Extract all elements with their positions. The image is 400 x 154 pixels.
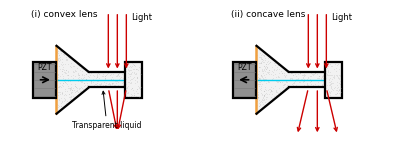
Text: Light: Light bbox=[331, 13, 352, 22]
Polygon shape bbox=[256, 45, 289, 114]
Polygon shape bbox=[234, 62, 256, 98]
Polygon shape bbox=[325, 62, 342, 98]
Text: Transparent liquid: Transparent liquid bbox=[72, 91, 142, 130]
Polygon shape bbox=[89, 72, 125, 87]
Polygon shape bbox=[56, 45, 89, 114]
Text: PZT: PZT bbox=[237, 63, 252, 72]
Polygon shape bbox=[125, 62, 142, 98]
Text: (i) convex lens: (i) convex lens bbox=[31, 10, 98, 19]
Polygon shape bbox=[289, 72, 325, 87]
Text: Light: Light bbox=[131, 13, 152, 22]
Text: PZT: PZT bbox=[37, 63, 52, 72]
Polygon shape bbox=[34, 62, 56, 98]
Text: (ii) concave lens: (ii) concave lens bbox=[231, 10, 306, 19]
